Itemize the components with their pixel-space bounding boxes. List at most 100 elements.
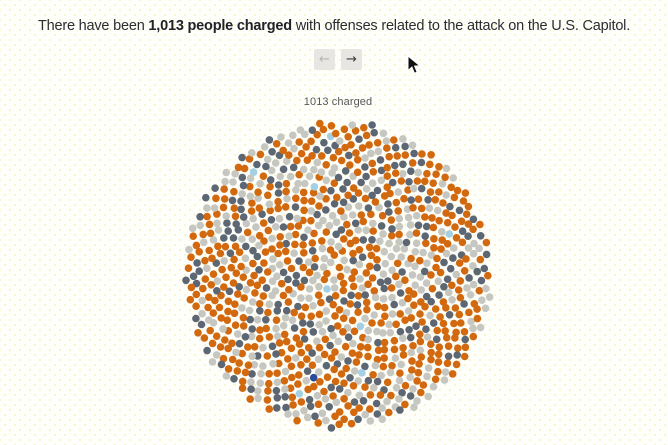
person-dot xyxy=(378,404,387,412)
person-dot xyxy=(391,143,400,152)
person-dot xyxy=(331,348,339,356)
person-dot xyxy=(348,211,357,219)
person-dot xyxy=(354,377,363,385)
person-dot xyxy=(325,403,334,411)
person-dot xyxy=(297,398,306,406)
person-dot xyxy=(210,204,219,212)
person-dot xyxy=(454,344,462,353)
person-dot xyxy=(457,217,466,226)
person-dot xyxy=(417,158,426,167)
person-dot xyxy=(401,151,410,159)
person-dot xyxy=(291,240,299,249)
person-dot xyxy=(232,220,240,228)
person-dot xyxy=(396,406,404,414)
person-dot xyxy=(233,330,242,338)
person-dot xyxy=(439,298,448,306)
person-dot xyxy=(256,180,264,188)
person-dot xyxy=(437,245,445,253)
person-dot xyxy=(449,174,458,182)
person-dot xyxy=(368,319,376,327)
person-dot xyxy=(282,239,291,248)
person-dot xyxy=(424,392,433,401)
person-dot xyxy=(242,219,251,228)
person-dot xyxy=(297,149,306,158)
person-dot xyxy=(377,371,386,380)
person-dot xyxy=(397,253,406,261)
person-dot xyxy=(392,320,401,329)
person-dot xyxy=(264,191,272,200)
person-dot xyxy=(265,405,274,413)
person-dot xyxy=(440,376,449,384)
person-dot xyxy=(307,197,316,205)
person-dot xyxy=(282,157,291,165)
person-dot xyxy=(240,294,248,302)
person-dot xyxy=(303,413,312,422)
person-dot xyxy=(339,314,348,323)
person-dot xyxy=(253,316,262,324)
person-dot xyxy=(222,212,230,220)
person-dot xyxy=(329,392,337,400)
person-dot xyxy=(426,160,434,169)
person-dot xyxy=(373,327,381,336)
person-dot xyxy=(230,204,239,212)
person-dot xyxy=(414,368,423,377)
person-dot xyxy=(224,344,232,353)
person-dot xyxy=(467,317,475,326)
person-dot xyxy=(346,300,355,308)
person-dot xyxy=(208,254,216,263)
person-dot xyxy=(335,263,344,272)
person-dot xyxy=(396,369,404,378)
person-dot xyxy=(400,245,409,253)
person-dot xyxy=(465,274,473,282)
person-dot xyxy=(460,328,469,336)
person-dot xyxy=(248,235,257,243)
person-dot xyxy=(235,283,243,291)
person-dot xyxy=(258,276,267,285)
person-dot xyxy=(423,169,431,178)
person-dot xyxy=(444,342,453,351)
person-dot xyxy=(417,353,426,361)
person-dot xyxy=(408,357,416,365)
person-dot xyxy=(390,345,399,354)
person-dot xyxy=(265,333,274,341)
person-dot xyxy=(262,324,271,333)
person-dot xyxy=(429,382,438,391)
person-dot xyxy=(464,244,473,252)
person-dot xyxy=(228,196,237,205)
person-dot xyxy=(427,348,436,357)
person-dot xyxy=(324,146,332,155)
person-dot xyxy=(404,213,413,222)
person-dot xyxy=(407,196,416,204)
next-step-button[interactable]: → xyxy=(341,49,362,70)
person-dot xyxy=(361,154,369,162)
person-dot xyxy=(423,259,431,268)
person-dot xyxy=(397,360,406,369)
person-dot xyxy=(346,161,354,169)
person-dot xyxy=(377,166,386,175)
person-dot xyxy=(427,355,435,364)
person-dot xyxy=(368,159,377,168)
person-dot xyxy=(445,230,454,238)
person-dot xyxy=(279,223,288,231)
person-dot xyxy=(188,224,197,233)
person-dot xyxy=(304,226,312,234)
person-dot xyxy=(264,387,272,395)
person-dot xyxy=(432,170,440,178)
person-dot xyxy=(285,212,294,221)
person-dot xyxy=(299,216,307,225)
person-dot xyxy=(334,337,343,346)
person-dot xyxy=(238,384,247,393)
person-dot xyxy=(364,326,373,335)
person-dot xyxy=(469,225,477,234)
person-dot xyxy=(438,236,447,244)
person-dot xyxy=(359,236,368,244)
person-dot xyxy=(442,249,451,258)
person-dot xyxy=(476,323,485,332)
person-dot xyxy=(366,262,374,271)
person-dot xyxy=(246,315,254,324)
person-dot xyxy=(404,307,413,315)
person-dot xyxy=(361,314,369,323)
person-dot xyxy=(416,346,425,355)
person-dot xyxy=(448,281,456,290)
prev-step-button[interactable]: ← xyxy=(314,49,335,70)
